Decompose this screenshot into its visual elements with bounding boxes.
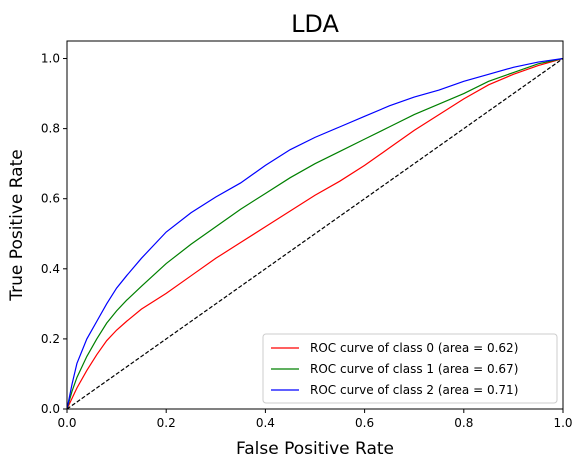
- x-tick-label: 0.2: [157, 416, 176, 430]
- y-axis-label: True Positive Rate: [7, 149, 27, 301]
- legend-label: ROC curve of class 0 (area = 0.62): [310, 341, 518, 355]
- y-tick-label: 0.4: [41, 262, 60, 276]
- y-tick-label: 0.0: [41, 402, 60, 416]
- roc-curve-class-0: [66, 57, 564, 410]
- roc-curve-class-1: [66, 57, 564, 410]
- legend-label: ROC curve of class 2 (area = 0.71): [310, 383, 518, 397]
- x-axis-ticks: 0.0 0.2 0.4 0.6 0.8 1.0: [57, 409, 573, 430]
- x-tick-label: 1.0: [553, 416, 572, 430]
- x-tick-label: 0.8: [454, 416, 473, 430]
- x-axis-label: False Positive Rate: [236, 439, 394, 459]
- y-tick-label: 0.8: [41, 122, 60, 136]
- y-axis-ticks: 0.0 0.2 0.4 0.6 0.8 1.0: [41, 52, 67, 416]
- roc-curve-class-2: [66, 57, 564, 410]
- x-tick-label: 0.4: [256, 416, 275, 430]
- legend-box: [262, 333, 558, 404]
- legend-label: ROC curve of class 1 (area = 0.67): [310, 362, 518, 376]
- x-tick-label: 0.0: [57, 416, 76, 430]
- y-tick-label: 1.0: [41, 52, 60, 66]
- chart-title: LDA: [291, 10, 339, 38]
- x-tick-label: 0.6: [355, 416, 374, 430]
- y-tick-label: 0.6: [41, 192, 60, 206]
- plot-frame: [66, 40, 564, 410]
- y-tick-label: 0.2: [41, 332, 60, 346]
- chance-diagonal-line: [66, 58, 564, 410]
- series-layer: [66, 57, 564, 410]
- legend: ROC curve of class 0 (area = 0.62) ROC cu…: [262, 333, 558, 404]
